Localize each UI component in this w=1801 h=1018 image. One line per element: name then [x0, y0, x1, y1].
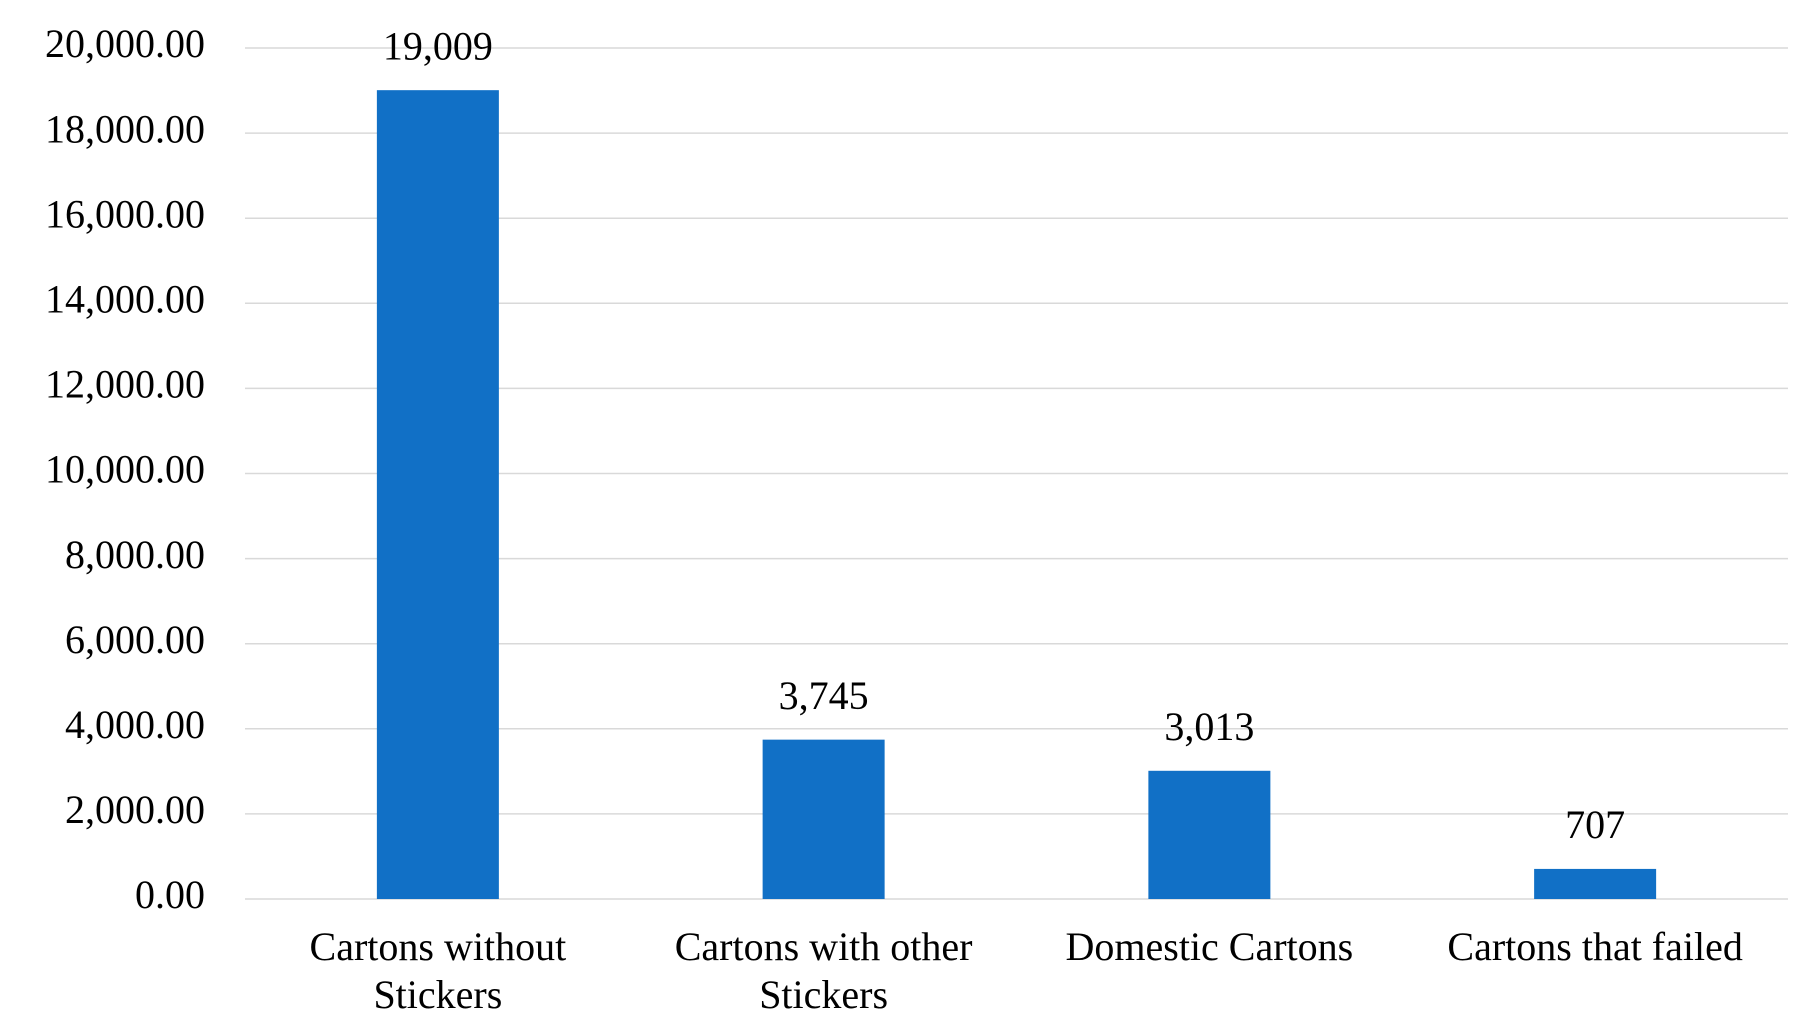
- bar: [1534, 868, 1657, 899]
- y-tick-label: 18,000.00: [45, 106, 205, 151]
- bar: [376, 90, 499, 899]
- y-tick-label: 6,000.00: [65, 617, 205, 662]
- x-tick-label: Domestic Cartons: [1066, 924, 1354, 969]
- y-tick-label: 14,000.00: [45, 276, 205, 321]
- x-tick-label: Cartons that failed: [1447, 924, 1742, 969]
- y-tick-label: 8,000.00: [65, 532, 205, 577]
- y-tick-label: 10,000.00: [45, 447, 205, 492]
- y-tick-label: 12,000.00: [45, 362, 205, 407]
- bar: [1148, 770, 1271, 899]
- data-label: 19,009: [383, 23, 493, 68]
- data-label: 3,013: [1164, 704, 1254, 749]
- bar: [762, 739, 885, 899]
- y-tick-label: 20,000.00: [45, 21, 205, 66]
- x-tick-label: Cartons without Stickers: [310, 924, 567, 1017]
- x-tick-label: Cartons with other Stickers: [675, 924, 973, 1017]
- y-tick-label: 4,000.00: [65, 702, 205, 747]
- y-tick-label: 0.00: [135, 872, 205, 917]
- y-tick-label: 2,000.00: [65, 787, 205, 832]
- data-label: 3,745: [779, 673, 869, 718]
- y-tick-label: 16,000.00: [45, 191, 205, 236]
- data-label: 707: [1565, 802, 1625, 847]
